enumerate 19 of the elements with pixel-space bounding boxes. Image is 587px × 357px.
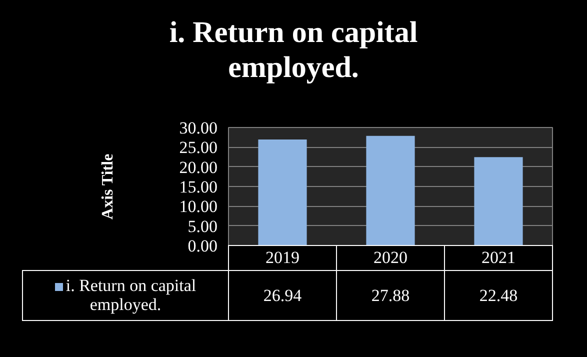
bar <box>258 140 307 246</box>
data-label: 27.88 <box>336 270 444 321</box>
data-label: 26.94 <box>228 270 336 321</box>
y-tick-label: 5.00 <box>188 216 218 236</box>
y-tick-label: 25.00 <box>179 138 218 158</box>
chart-title: i. Return on capital employed. <box>168 16 419 85</box>
x-tick-label: 2021 <box>444 246 552 271</box>
y-tick-label: 0.00 <box>188 236 218 256</box>
y-tick-label: 15.00 <box>179 178 218 196</box>
y-tick-label: 20.00 <box>179 158 218 177</box>
y-tick-label: 30.00 <box>179 118 218 138</box>
y-axis-title: Axis Title <box>99 154 116 220</box>
y-tick-label: 10.00 <box>179 197 218 216</box>
bar <box>474 157 523 246</box>
data-label: 22.48 <box>444 270 552 321</box>
legend-label: i. Return on capital employed. <box>22 270 228 321</box>
x-tick-label: 2020 <box>336 246 444 271</box>
x-tick-label: 2019 <box>228 246 336 271</box>
bar <box>366 136 415 246</box>
